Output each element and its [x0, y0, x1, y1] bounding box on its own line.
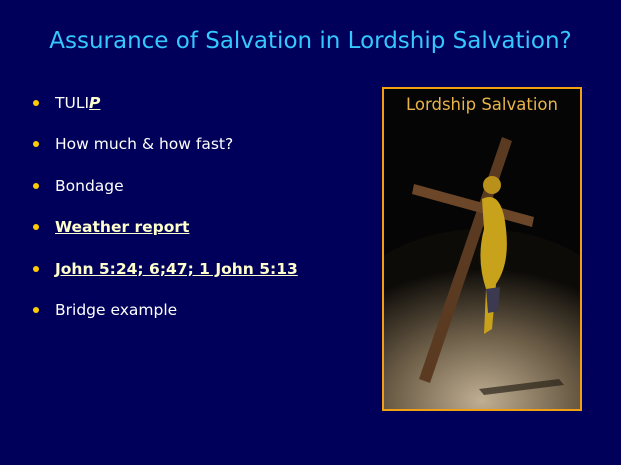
bullet: John 5:24; 6;47; 1 John 5:13 — [30, 255, 298, 296]
bullet-emphasis: P — [89, 94, 100, 112]
slide: Assurance of Salvation in Lordship Salva… — [0, 0, 621, 465]
image-caption: Lordship Salvation — [384, 95, 580, 114]
bullet-list: TULIP How much & how fast? Bondage Weath… — [30, 89, 298, 337]
bullet: Weather report — [30, 213, 298, 254]
bullet-text: John 5:24; 6;47; 1 John 5:13 — [55, 260, 298, 278]
bullet: Bondage — [30, 172, 298, 213]
bullet-text: Weather report — [55, 218, 189, 236]
bullet: TULIP — [30, 89, 298, 130]
bullet: Bridge example — [30, 296, 298, 337]
bullet-text: Bondage — [55, 177, 124, 195]
bullet-text: TULI — [55, 94, 89, 112]
slide-title: Assurance of Salvation in Lordship Salva… — [0, 28, 621, 54]
bullet-text: Bridge example — [55, 301, 177, 319]
cross-image: Lordship Salvation — [382, 87, 582, 411]
image-art — [384, 89, 580, 409]
bullet-text: How much & how fast? — [55, 135, 233, 153]
bullet: How much & how fast? — [30, 130, 298, 171]
